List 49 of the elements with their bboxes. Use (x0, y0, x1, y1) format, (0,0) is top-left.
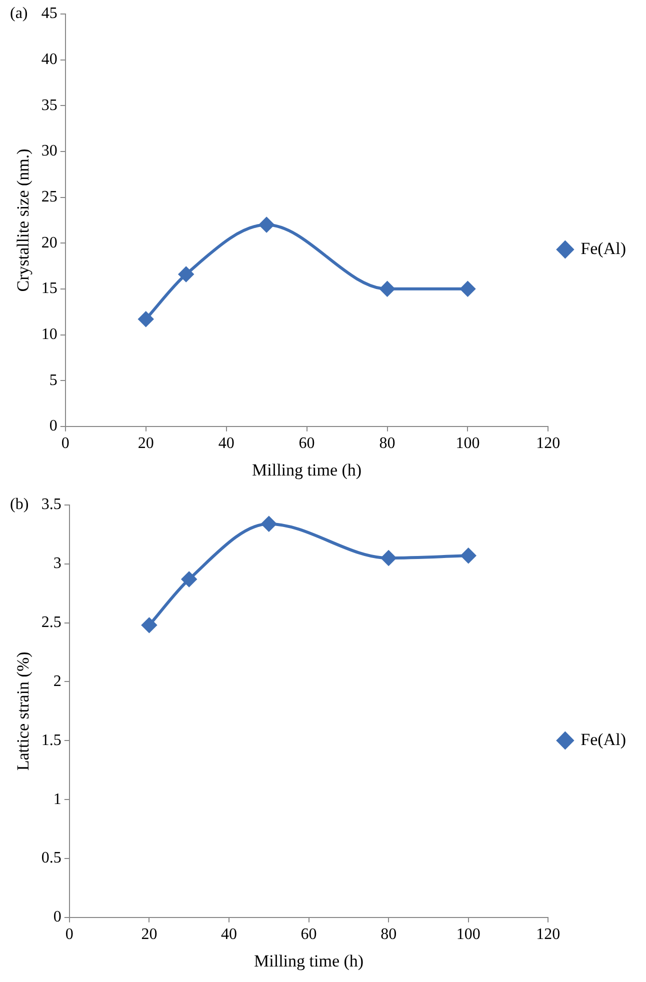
x-tick-label: 120 (536, 435, 560, 452)
x-tick-label: 80 (379, 435, 396, 452)
y-tick-label: 0.5 (41, 850, 62, 867)
chart-title: (a) (10, 5, 28, 22)
point (460, 281, 476, 296)
y-tick-label: 1.5 (41, 732, 62, 749)
y-tick-label: 3 (53, 555, 62, 572)
y-tick-label: 2 (53, 672, 62, 690)
x-tick-label: 0 (65, 926, 74, 944)
x-tick-label: 20 (141, 926, 158, 944)
y-axis-title: Lattice strain (%) (14, 652, 33, 771)
y-tick-label: 45 (41, 5, 58, 22)
y-tick-label: 0 (53, 908, 62, 926)
x-axis-title: Milling time (h) (254, 951, 364, 970)
x-tick-label: 20 (138, 435, 154, 452)
x-tick-label: 60 (300, 926, 317, 944)
x-tick-label: 60 (298, 435, 315, 452)
y-tick-label: 40 (41, 51, 58, 68)
y-tick-label: 35 (41, 96, 58, 114)
point (138, 312, 154, 327)
point (182, 572, 197, 587)
y-tick-label: 20 (41, 234, 58, 252)
x-tick-label: 100 (456, 926, 480, 944)
x-tick-label: 120 (536, 926, 560, 944)
chart-title: (b) (10, 496, 29, 514)
point (460, 548, 476, 564)
y-tick-label: 0 (49, 418, 58, 435)
x-tick-label: 100 (456, 435, 480, 452)
x-tick-label: 80 (380, 926, 397, 944)
point (261, 516, 276, 532)
y-tick-label: 25 (41, 188, 58, 206)
y-tick-label: 3.5 (41, 496, 62, 514)
point (381, 550, 396, 566)
legend-label: Fe(Al) (580, 238, 626, 258)
x-tick-label: 40 (218, 435, 234, 452)
legend-label: Fe(Al) (580, 730, 626, 749)
point (380, 281, 395, 296)
x-axis-title: Milling time (h) (252, 460, 362, 480)
point (178, 266, 194, 282)
y-tick-label: 1 (53, 790, 62, 808)
y-tick-label: 10 (41, 326, 58, 343)
point (142, 618, 157, 633)
y-tick-label: 2.5 (41, 614, 62, 632)
point (259, 217, 274, 232)
y-tick-label: 5 (49, 372, 58, 389)
y-axis-title: Crystallite size (nm.) (14, 148, 33, 292)
y-tick-label: 15 (41, 280, 58, 298)
y-tick-label: 30 (41, 142, 58, 160)
x-tick-label: 40 (220, 926, 237, 944)
